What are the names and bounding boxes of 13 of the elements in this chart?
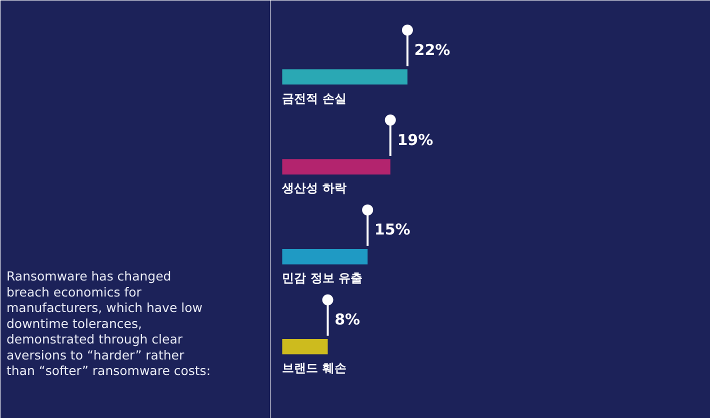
bar bbox=[282, 338, 328, 354]
data-label: 15% bbox=[374, 220, 410, 239]
data-label: 8% bbox=[334, 310, 360, 329]
y-tick-label: 브랜드 훼손 bbox=[282, 360, 346, 375]
data-label: 19% bbox=[397, 130, 434, 149]
y-tick-label: 금전적 손실 bbox=[282, 91, 346, 106]
text: Ransomware has changed breach economics for manufacturers, which have low downtime tolerances, demonstrated through clear aversions to “harder” rather than “softer” ransomware costs: bbox=[6, 268, 211, 378]
y-tick-label: 민감 정보 유출 bbox=[282, 271, 363, 286]
bar bbox=[282, 159, 390, 174]
y-tick-label: 생산성 하락 bbox=[281, 181, 346, 196]
bar bbox=[282, 69, 408, 85]
data-label: 22% bbox=[414, 40, 450, 59]
bar bbox=[282, 249, 368, 264]
